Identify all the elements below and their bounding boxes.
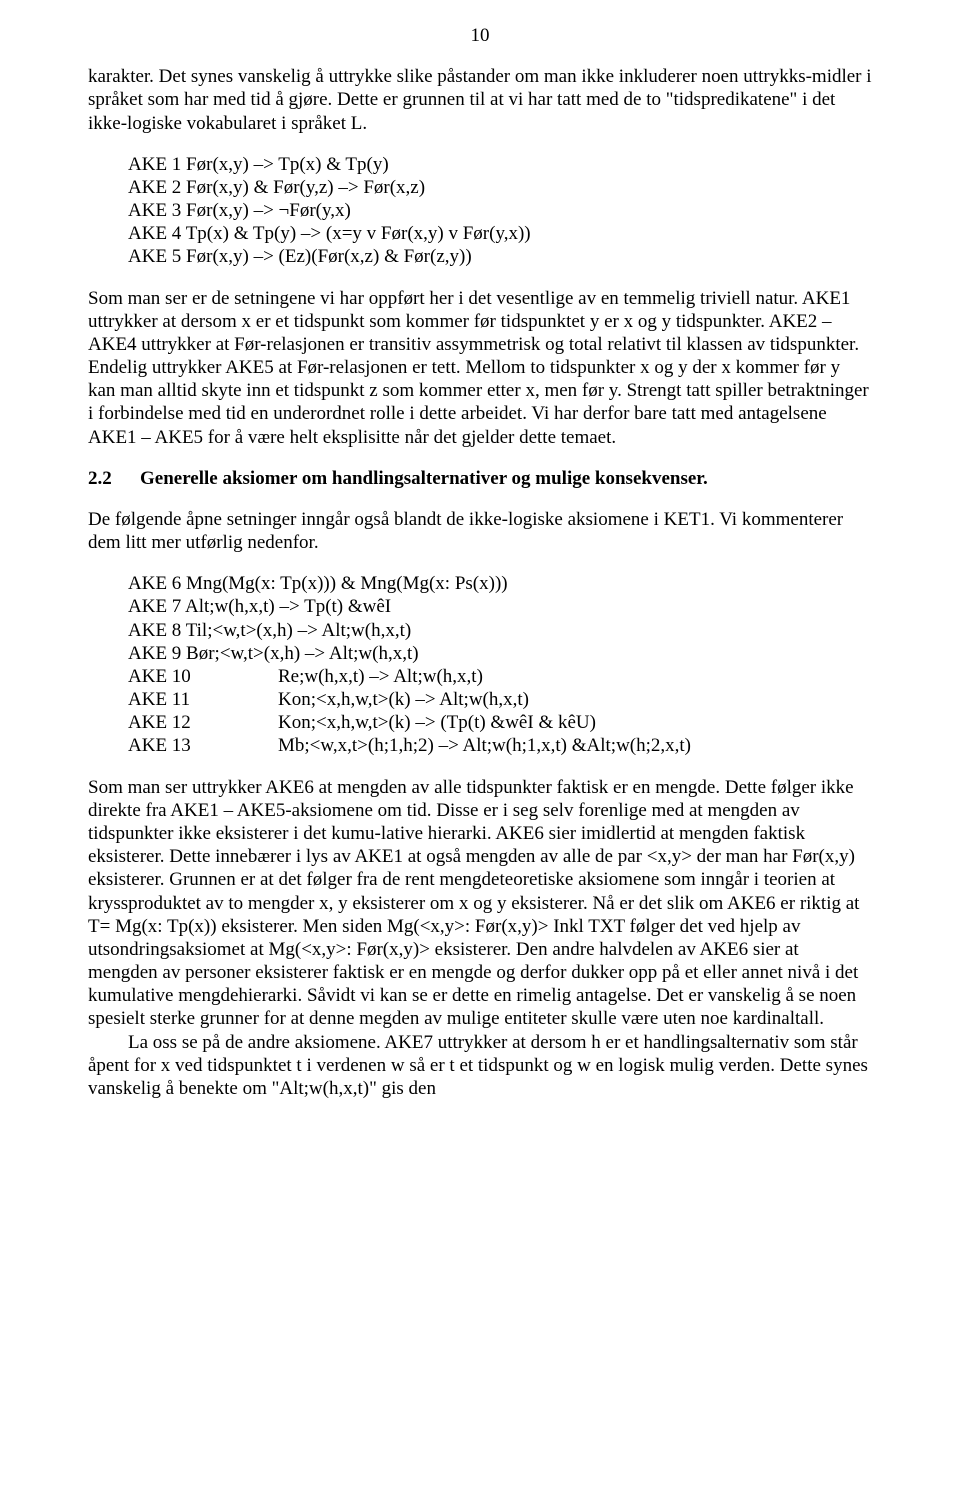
section-number: 2.2 (88, 467, 140, 490)
axiom-line: AKE 5 Før(x,y) –> (Ez)(Før(x,z) & Før(z,… (128, 245, 872, 268)
axiom-line: AKE 7 Alt;w(h,x,t) –> Tp(t) &wêI (128, 595, 872, 618)
axiom-row: AKE 12 Kon;<x,h,w,t>(k) –> (Tp(t) &wêI &… (128, 711, 872, 734)
paragraph-intro: karakter. Det synes vanskelig å uttrykke… (88, 65, 872, 135)
section-heading: 2.2 Generelle aksiomer om handlingsalter… (88, 467, 872, 490)
axiom-label: AKE 11 (128, 688, 278, 711)
axiom-block-1: AKE 1 Før(x,y) –> Tp(x) & Tp(y) AKE 2 Fø… (128, 153, 872, 269)
axiom-line: AKE 2 Før(x,y) & Før(y,z) –> Før(x,z) (128, 176, 872, 199)
axiom-line: AKE 4 Tp(x) & Tp(y) –> (x=y v Før(x,y) v… (128, 222, 872, 245)
axiom-line: AKE 1 Før(x,y) –> Tp(x) & Tp(y) (128, 153, 872, 176)
paragraph-intro-2: De følgende åpne setninger inngår også b… (88, 508, 872, 554)
axiom-line: AKE 3 Før(x,y) –> ¬Før(y,x) (128, 199, 872, 222)
page-number: 10 (88, 24, 872, 47)
axiom-body: Kon;<x,h,w,t>(k) –> Alt;w(h,x,t) (278, 688, 872, 711)
axiom-label: AKE 13 (128, 734, 278, 757)
axiom-block-2a: AKE 6 Mng(Mg(x: Tp(x))) & Mng(Mg(x: Ps(x… (128, 572, 872, 665)
axiom-label: AKE 10 (128, 665, 278, 688)
axiom-label: AKE 12 (128, 711, 278, 734)
axiom-body: Kon;<x,h,w,t>(k) –> (Tp(t) &wêI & kêU) (278, 711, 872, 734)
paragraph-explanation-1: Som man ser er de setningene vi har oppf… (88, 287, 872, 449)
paragraph-explanation-2: Som man ser uttrykker AKE6 at mengden av… (88, 776, 872, 1031)
axiom-body: Mb;<w,x,t>(h;1,h;2) –> Alt;w(h;1,x,t) &A… (278, 734, 872, 757)
axiom-row: AKE 10 Re;w(h,x,t) –> Alt;w(h,x,t) (128, 665, 872, 688)
paragraph-explanation-3: La oss se på de andre aksiomene. AKE7 ut… (88, 1031, 872, 1101)
section-title: Generelle aksiomer om handlingsalternati… (140, 467, 872, 490)
axiom-block-2b: AKE 10 Re;w(h,x,t) –> Alt;w(h,x,t) AKE 1… (128, 665, 872, 758)
axiom-row: AKE 11 Kon;<x,h,w,t>(k) –> Alt;w(h,x,t) (128, 688, 872, 711)
axiom-row: AKE 13 Mb;<w,x,t>(h;1,h;2) –> Alt;w(h;1,… (128, 734, 872, 757)
axiom-line: AKE 9 Bør;<w,t>(x,h) –> Alt;w(h,x,t) (128, 642, 872, 665)
axiom-body: Re;w(h,x,t) –> Alt;w(h,x,t) (278, 665, 872, 688)
axiom-line: AKE 6 Mng(Mg(x: Tp(x))) & Mng(Mg(x: Ps(x… (128, 572, 872, 595)
axiom-line: AKE 8 Til;<w,t>(x,h) –> Alt;w(h,x,t) (128, 619, 872, 642)
